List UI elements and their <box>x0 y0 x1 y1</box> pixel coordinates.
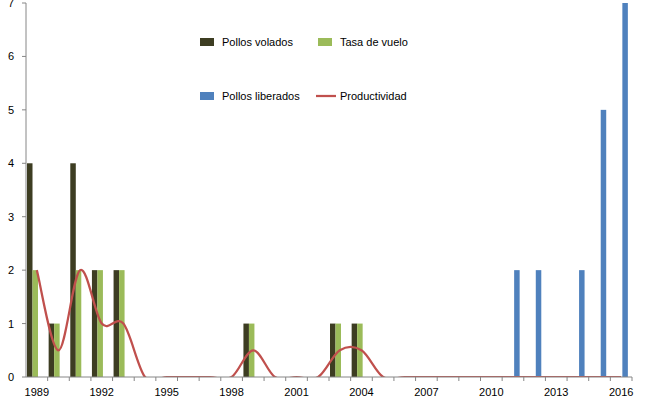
x-tick <box>264 377 265 381</box>
x-tick-label: 2010 <box>479 386 503 398</box>
legend-label: Pollos liberados <box>222 90 300 102</box>
x-tick-label: 2001 <box>284 386 308 398</box>
bar <box>330 324 336 377</box>
bar <box>27 163 33 377</box>
y-tick-label: 6 <box>8 50 14 62</box>
y-tick <box>22 377 26 378</box>
bar <box>70 163 76 377</box>
bar <box>92 270 98 377</box>
x-tick <box>242 377 243 381</box>
legend-swatch <box>316 95 336 97</box>
x-tick-label: 1995 <box>154 386 178 398</box>
x-tick <box>134 377 135 381</box>
legend-label: Pollos volados <box>222 36 293 48</box>
y-tick <box>22 3 26 4</box>
y-tick <box>22 270 26 271</box>
chart: 0 1 2 3 4 5 6 7 1989 1992 1995 1998 2001 2004 2007 2010… <box>0 0 660 411</box>
bar <box>579 270 585 377</box>
y-tick-label: 2 <box>8 264 14 276</box>
bar <box>243 324 249 377</box>
y-tick-label: 0 <box>8 371 14 383</box>
x-tick <box>69 377 70 381</box>
x-tick <box>523 377 524 381</box>
x-tick <box>458 377 459 381</box>
background <box>0 0 660 411</box>
x-tick-label: 2007 <box>414 386 438 398</box>
x-tick <box>610 377 611 381</box>
bar <box>514 270 520 377</box>
x-tick <box>199 377 200 381</box>
bar <box>536 270 542 377</box>
x-tick-label: 2004 <box>349 386 373 398</box>
x-tick <box>112 377 113 381</box>
x-tick-label: 2013 <box>544 386 568 398</box>
x-tick <box>177 377 178 381</box>
y-tick-label: 3 <box>8 211 14 223</box>
x-tick <box>480 377 481 381</box>
x-tick <box>588 377 589 381</box>
bar <box>33 270 39 377</box>
bar <box>622 3 628 377</box>
x-tick-label: 1992 <box>90 386 114 398</box>
bar <box>352 324 358 377</box>
x-tick <box>567 377 568 381</box>
y-tick <box>22 216 26 217</box>
x-tick <box>502 377 503 381</box>
legend: Pollos volados Tasa de vuelo Pollos libera… <box>200 36 408 102</box>
x-tick <box>350 377 351 381</box>
plot-area <box>27 3 628 377</box>
x-tick <box>415 377 416 381</box>
y-axis <box>26 3 27 377</box>
x-tick-label: 1989 <box>25 386 49 398</box>
legend-label: Tasa de vuelo <box>340 36 408 48</box>
x-tick <box>372 377 373 381</box>
x-tick <box>329 377 330 381</box>
x-tick <box>220 377 221 381</box>
legend-label: Productividad <box>340 90 407 102</box>
x-tick <box>90 377 91 381</box>
y-tick-label: 5 <box>8 104 14 116</box>
y-tick <box>22 109 26 110</box>
x-tick-label: 2016 <box>609 386 633 398</box>
y-tick-label: 4 <box>8 157 14 169</box>
x-tick <box>307 377 308 381</box>
x-tick <box>285 377 286 381</box>
x-tick <box>393 377 394 381</box>
x-tick <box>545 377 546 381</box>
legend-swatch <box>200 38 214 46</box>
x-tick <box>437 377 438 381</box>
bar <box>76 270 82 377</box>
x-tick <box>155 377 156 381</box>
legend-swatch <box>318 38 332 46</box>
legend-swatch <box>200 92 214 100</box>
y-tick <box>22 323 26 324</box>
x-tick <box>47 377 48 381</box>
y-tick-label: 1 <box>8 318 14 330</box>
bar <box>601 110 607 377</box>
y-tick <box>22 163 26 164</box>
x-tick-label: 1998 <box>219 386 243 398</box>
x-tick <box>632 377 633 381</box>
y-tick <box>22 56 26 57</box>
y-tick-label: 7 <box>8 0 14 9</box>
line <box>37 270 621 377</box>
